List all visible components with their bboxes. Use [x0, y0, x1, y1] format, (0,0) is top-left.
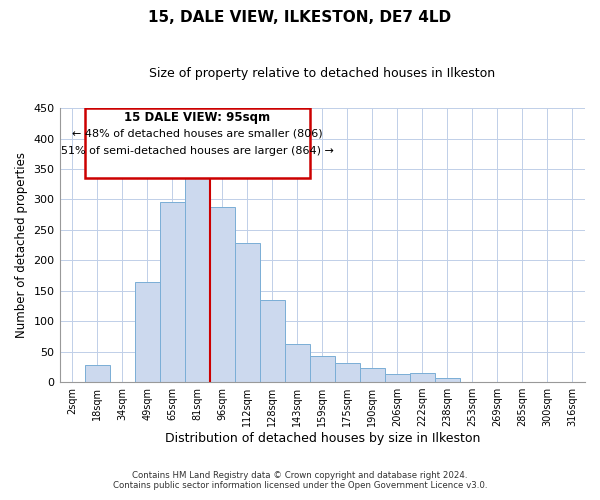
- Title: Size of property relative to detached houses in Ilkeston: Size of property relative to detached ho…: [149, 68, 496, 80]
- Bar: [134, 282, 160, 382]
- Bar: [235, 243, 260, 382]
- FancyBboxPatch shape: [85, 108, 310, 178]
- Bar: [160, 202, 185, 382]
- Text: 51% of semi-detached houses are larger (864) →: 51% of semi-detached houses are larger (…: [61, 146, 334, 156]
- Text: 15, DALE VIEW, ILKESTON, DE7 4LD: 15, DALE VIEW, ILKESTON, DE7 4LD: [148, 10, 452, 25]
- Y-axis label: Number of detached properties: Number of detached properties: [15, 152, 28, 338]
- Bar: [260, 300, 285, 382]
- Bar: [385, 374, 410, 382]
- Bar: [285, 344, 310, 382]
- Text: 15 DALE VIEW: 95sqm: 15 DALE VIEW: 95sqm: [124, 110, 271, 124]
- Text: Contains HM Land Registry data © Crown copyright and database right 2024.
Contai: Contains HM Land Registry data © Crown c…: [113, 470, 487, 490]
- Bar: [185, 157, 209, 382]
- Bar: [335, 363, 360, 382]
- X-axis label: Distribution of detached houses by size in Ilkeston: Distribution of detached houses by size …: [164, 432, 480, 445]
- Bar: [209, 206, 235, 382]
- Bar: [360, 368, 385, 382]
- Bar: [435, 378, 460, 382]
- Bar: [310, 356, 335, 382]
- Text: ← 48% of detached houses are smaller (806): ← 48% of detached houses are smaller (80…: [72, 128, 323, 138]
- Bar: [410, 373, 435, 382]
- Bar: [85, 365, 110, 382]
